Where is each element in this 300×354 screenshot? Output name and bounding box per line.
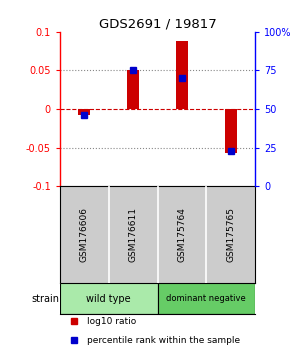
Bar: [78, 109, 91, 115]
Text: GSM176611: GSM176611: [129, 207, 138, 262]
Text: GSM175764: GSM175764: [177, 207, 186, 262]
Text: GSM176606: GSM176606: [80, 207, 89, 262]
Bar: [127, 70, 139, 109]
Bar: [158, 283, 255, 314]
Bar: [224, 109, 237, 153]
Text: dominant negative: dominant negative: [167, 294, 246, 303]
Title: GDS2691 / 19817: GDS2691 / 19817: [99, 18, 216, 31]
Text: wild type: wild type: [86, 293, 131, 304]
Text: percentile rank within the sample: percentile rank within the sample: [87, 336, 240, 345]
Text: log10 ratio: log10 ratio: [87, 317, 136, 326]
Bar: [60, 283, 158, 314]
Bar: [176, 41, 188, 109]
Text: strain: strain: [31, 293, 59, 304]
Text: GSM175765: GSM175765: [226, 207, 235, 262]
